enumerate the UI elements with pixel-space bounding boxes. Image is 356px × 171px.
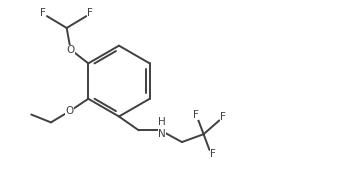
Text: F: F bbox=[87, 8, 93, 18]
Text: O: O bbox=[67, 45, 75, 55]
Text: F: F bbox=[193, 109, 199, 120]
Text: F: F bbox=[210, 149, 216, 159]
Text: F: F bbox=[220, 113, 226, 122]
Text: H
N: H N bbox=[158, 117, 166, 139]
Text: O: O bbox=[66, 106, 74, 116]
Text: F: F bbox=[40, 8, 46, 18]
